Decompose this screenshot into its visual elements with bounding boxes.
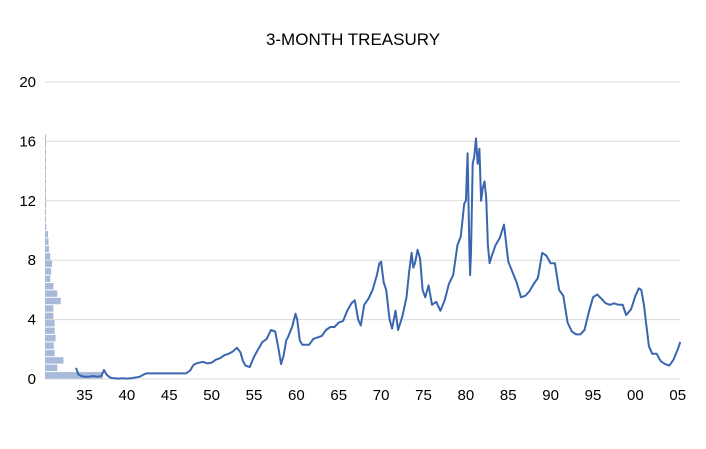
histogram-bar — [45, 282, 54, 290]
histogram-bar — [45, 231, 49, 238]
histogram-bar — [45, 305, 54, 312]
y-tick-label: 4 — [28, 312, 36, 329]
x-axis-labels: 35 40 45 50 55 60 65 70 75 80 85 90 95 00 05 — [76, 387, 686, 404]
histogram-bar — [45, 320, 55, 327]
x-tick-label: 05 — [669, 387, 686, 404]
histogram-bar — [45, 364, 58, 372]
histogram-bar — [45, 268, 52, 275]
x-tick-label: 60 — [288, 387, 305, 404]
y-tick-label: 8 — [28, 252, 36, 269]
chart-title: 3-MONTH TREASURY — [265, 30, 441, 49]
series-line — [75, 137, 682, 380]
histogram-bar — [45, 149, 46, 156]
histogram-bar — [45, 312, 54, 320]
histogram-bar — [45, 357, 64, 364]
x-tick-label: 80 — [458, 387, 475, 404]
gridlines — [45, 81, 680, 380]
histogram-bar — [45, 238, 49, 245]
histogram-bar — [45, 186, 46, 193]
x-tick-label: 50 — [203, 387, 220, 404]
histogram-bar — [45, 349, 55, 357]
distribution-histogram — [45, 134, 103, 379]
x-tick-label: 00 — [627, 387, 644, 404]
x-tick-label: 40 — [119, 387, 136, 404]
histogram-bar — [45, 141, 46, 149]
histogram-bar — [45, 260, 53, 268]
y-axis-labels: 0 4 8 12 16 20 — [19, 74, 36, 388]
histogram-bar — [45, 156, 46, 164]
histogram-bar — [45, 334, 56, 342]
histogram-bar — [45, 134, 46, 141]
histogram-bar — [45, 290, 58, 297]
histogram-bar — [45, 275, 51, 282]
histogram-bar — [45, 245, 49, 253]
histogram-bar — [45, 297, 61, 305]
histogram-bar — [45, 208, 46, 216]
histogram-bar — [45, 253, 51, 260]
y-tick-label: 0 — [28, 371, 36, 388]
x-tick-label: 45 — [161, 387, 178, 404]
x-tick-label: 75 — [415, 387, 432, 404]
x-tick-label: 35 — [76, 387, 93, 404]
histogram-bar — [45, 164, 46, 171]
y-tick-label: 20 — [19, 74, 36, 91]
histogram-bar — [45, 201, 46, 208]
x-tick-label: 95 — [585, 387, 602, 404]
histogram-bar — [45, 171, 46, 179]
x-tick-label: 85 — [500, 387, 517, 404]
histogram-bar — [45, 372, 103, 379]
x-tick-label: 90 — [542, 387, 559, 404]
histogram-bar — [45, 342, 54, 349]
histogram-bar — [45, 327, 55, 334]
histogram-bar — [45, 216, 46, 223]
x-tick-label: 70 — [373, 387, 390, 404]
y-tick-label: 16 — [19, 133, 36, 150]
x-tick-label: 65 — [330, 387, 347, 404]
histogram-bar — [45, 223, 47, 230]
histogram-bar — [45, 179, 46, 186]
y-tick-label: 12 — [19, 193, 36, 210]
x-tick-label: 55 — [246, 387, 263, 404]
histogram-bar — [45, 193, 46, 201]
